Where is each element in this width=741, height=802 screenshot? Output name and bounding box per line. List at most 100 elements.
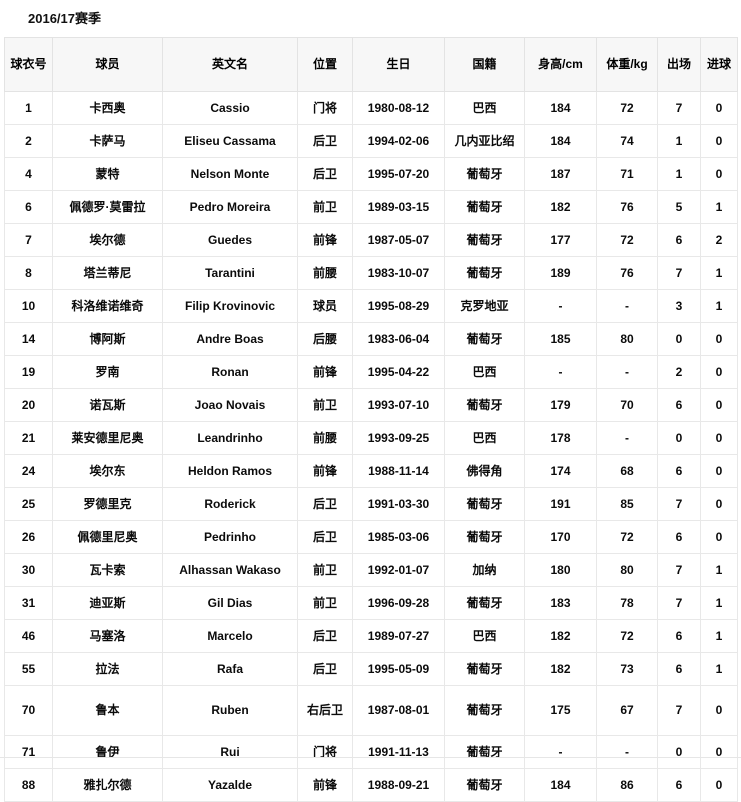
cell-apps: 7 bbox=[657, 553, 701, 587]
table-row[interactable]: 71 鲁伊 Rui 门将 1991-11-13 葡萄牙 - -0 0 bbox=[4, 735, 738, 769]
cell-weight: 74 bbox=[596, 124, 658, 158]
cell-name_en: Eliseu Cassama bbox=[162, 124, 298, 158]
cell-birthday: 1988-11-14 bbox=[352, 454, 445, 488]
table-row[interactable]: 88 雅扎尔德 Yazalde 前锋 1988-09-21 葡萄牙 184 86 6 0 bbox=[4, 768, 738, 802]
cell-weight: 76 bbox=[596, 190, 658, 224]
cell-birthday: 1983-10-07 bbox=[352, 256, 445, 290]
cell-goals: 0 bbox=[700, 91, 738, 125]
cell-weight: 72 bbox=[596, 91, 658, 125]
cell-name_cn: 埃尔德 bbox=[52, 223, 163, 257]
column-header-position[interactable]: 位置 bbox=[297, 37, 353, 92]
cell-weight: 73 bbox=[596, 652, 658, 686]
table-row[interactable]: 21 莱安德里尼奥 Leandrinho 前腰 1993-09-25 巴西 178-0 0 bbox=[4, 421, 738, 455]
cell-goals: 1 bbox=[700, 190, 738, 224]
cell-apps: 5 bbox=[657, 190, 701, 224]
table-row[interactable]: 20 诺瓦斯 Joao Novais 前卫 1993-07-10 葡萄牙 179 70 6 0 bbox=[4, 388, 738, 422]
cell-name_cn: 鲁伊 bbox=[52, 735, 163, 769]
cell-birthday: 1983-06-04 bbox=[352, 322, 445, 356]
cell-nationality: 巴西 bbox=[444, 421, 525, 455]
cell-height: - bbox=[524, 355, 597, 389]
column-header-name-cn[interactable]: 球员 bbox=[52, 37, 163, 92]
column-header-weight[interactable]: 体重/kg bbox=[596, 37, 658, 92]
cell-apps: 7 bbox=[657, 256, 701, 290]
cell-number: 2 bbox=[4, 124, 53, 158]
cell-goals: 1 bbox=[700, 586, 738, 620]
cell-height: 184 bbox=[524, 91, 597, 125]
column-header-apps[interactable]: 出场 bbox=[657, 37, 701, 92]
cell-height: 185 bbox=[524, 322, 597, 356]
table-row[interactable]: 70 鲁本 Ruben 右后卫 1987-08-01 葡萄牙 175 67 7 0 bbox=[4, 685, 738, 736]
column-header-birthday[interactable]: 生日 bbox=[352, 37, 445, 92]
cell-height: 177 bbox=[524, 223, 597, 257]
cell-name_cn: 佩德罗·莫雷拉 bbox=[52, 190, 163, 224]
cell-apps: 7 bbox=[657, 586, 701, 620]
cell-nationality: 葡萄牙 bbox=[444, 388, 525, 422]
cell-position: 门将 bbox=[297, 91, 353, 125]
cell-nationality: 几内亚比绍 bbox=[444, 124, 525, 158]
cell-weight: 70 bbox=[596, 388, 658, 422]
cell-number: 70 bbox=[4, 685, 53, 736]
cell-goals: 1 bbox=[700, 289, 738, 323]
cell-apps: 7 bbox=[657, 487, 701, 521]
cell-number: 46 bbox=[4, 619, 53, 653]
cell-name_en: Rafa bbox=[162, 652, 298, 686]
cell-birthday: 1995-04-22 bbox=[352, 355, 445, 389]
cell-position: 前卫 bbox=[297, 388, 353, 422]
table-row[interactable]: 24 埃尔东 Heldon Ramos 前锋 1988-11-14 佛得角 174 68 6 0 bbox=[4, 454, 738, 488]
column-header-name-en[interactable]: 英文名 bbox=[162, 37, 298, 92]
cell-position: 前锋 bbox=[297, 768, 353, 802]
table-row[interactable]: 55 拉法 Rafa 后卫 1995-05-09 葡萄牙 182 73 6 1 bbox=[4, 652, 738, 686]
cell-apps: 1 bbox=[657, 124, 701, 158]
cell-number: 88 bbox=[4, 768, 53, 802]
cell-apps: 0 bbox=[657, 421, 701, 455]
table-row[interactable]: 2 卡萨马 Eliseu Cassama 后卫 1994-02-06 几内亚比绍 184 74… bbox=[4, 124, 738, 158]
table-row[interactable]: 10 科洛维诺维奇 Filip Krovinovic 球员 1995-08-29 克罗地亚… bbox=[4, 289, 738, 323]
cell-nationality: 葡萄牙 bbox=[444, 487, 525, 521]
cell-name_cn: 卡西奥 bbox=[52, 91, 163, 125]
table-row[interactable]: 25 罗德里克 Roderick 后卫 1991-03-30 葡萄牙 191 85 7 0 bbox=[4, 487, 738, 521]
cell-nationality: 葡萄牙 bbox=[444, 768, 525, 802]
table-row[interactable]: 4 蒙特 Nelson Monte 后卫 1995-07-20 葡萄牙 187 71 1 0 bbox=[4, 157, 738, 191]
table-row[interactable]: 31 迪亚斯 Gil Dias 前卫 1996-09-28 葡萄牙 183 78 7 1 bbox=[4, 586, 738, 620]
table-row[interactable]: 7 埃尔德 Guedes 前锋 1987-05-07 葡萄牙 177 72 6 2 bbox=[4, 223, 738, 257]
cell-height: 179 bbox=[524, 388, 597, 422]
column-header-nationality[interactable]: 国籍 bbox=[444, 37, 525, 92]
cell-position: 右后卫 bbox=[297, 685, 353, 736]
cell-name_cn: 诺瓦斯 bbox=[52, 388, 163, 422]
cell-birthday: 1991-11-13 bbox=[352, 735, 445, 769]
cell-number: 4 bbox=[4, 157, 53, 191]
cell-position: 前卫 bbox=[297, 553, 353, 587]
cell-goals: 1 bbox=[700, 619, 738, 653]
cell-position: 后腰 bbox=[297, 322, 353, 356]
cell-apps: 6 bbox=[657, 454, 701, 488]
cell-weight: - bbox=[596, 735, 658, 769]
cell-goals: 0 bbox=[700, 355, 738, 389]
column-header-height[interactable]: 身高/cm bbox=[524, 37, 597, 92]
table-row[interactable]: 1 卡西奥 Cassio 门将 1980-08-12 巴西 184 72 7 0 bbox=[4, 91, 738, 125]
table-row[interactable]: 19 罗南 Ronan 前锋 1995-04-22 巴西 - -2 0 bbox=[4, 355, 738, 389]
cell-goals: 0 bbox=[700, 157, 738, 191]
column-header-number[interactable]: 球衣号 bbox=[4, 37, 53, 92]
cell-position: 前卫 bbox=[297, 190, 353, 224]
table-row[interactable]: 6 佩德罗·莫雷拉 Pedro Moreira 前卫 1989-03-15 葡萄牙 182 7… bbox=[4, 190, 738, 224]
table-row[interactable]: 26 佩德里尼奥 Pedrinho 后卫 1985-03-06 葡萄牙 170 72 6 0 bbox=[4, 520, 738, 554]
cell-position: 前锋 bbox=[297, 454, 353, 488]
cell-goals: 1 bbox=[700, 256, 738, 290]
table-row[interactable]: 30 瓦卡索 Alhassan Wakaso 前卫 1992-01-07 加纳 180 80 7… bbox=[4, 553, 738, 587]
cell-name_en: Cassio bbox=[162, 91, 298, 125]
table-row[interactable]: 8 塔兰蒂尼 Tarantini 前腰 1983-10-07 葡萄牙 189 76 7 1 bbox=[4, 256, 738, 290]
table-row[interactable]: 46 马塞洛 Marcelo 后卫 1989-07-27 巴西 182 72 6 1 bbox=[4, 619, 738, 653]
cell-birthday: 1995-08-29 bbox=[352, 289, 445, 323]
table-row[interactable]: 14 博阿斯 Andre Boas 后腰 1983-06-04 葡萄牙 185 80 0 0 bbox=[4, 322, 738, 356]
cell-position: 后卫 bbox=[297, 652, 353, 686]
cell-name_en: Ruben bbox=[162, 685, 298, 736]
cell-nationality: 佛得角 bbox=[444, 454, 525, 488]
cell-goals: 0 bbox=[700, 322, 738, 356]
cell-nationality: 加纳 bbox=[444, 553, 525, 587]
column-header-goals[interactable]: 进球 bbox=[700, 37, 738, 92]
cell-apps: 7 bbox=[657, 685, 701, 736]
cell-apps: 2 bbox=[657, 355, 701, 389]
cell-name_cn: 卡萨马 bbox=[52, 124, 163, 158]
